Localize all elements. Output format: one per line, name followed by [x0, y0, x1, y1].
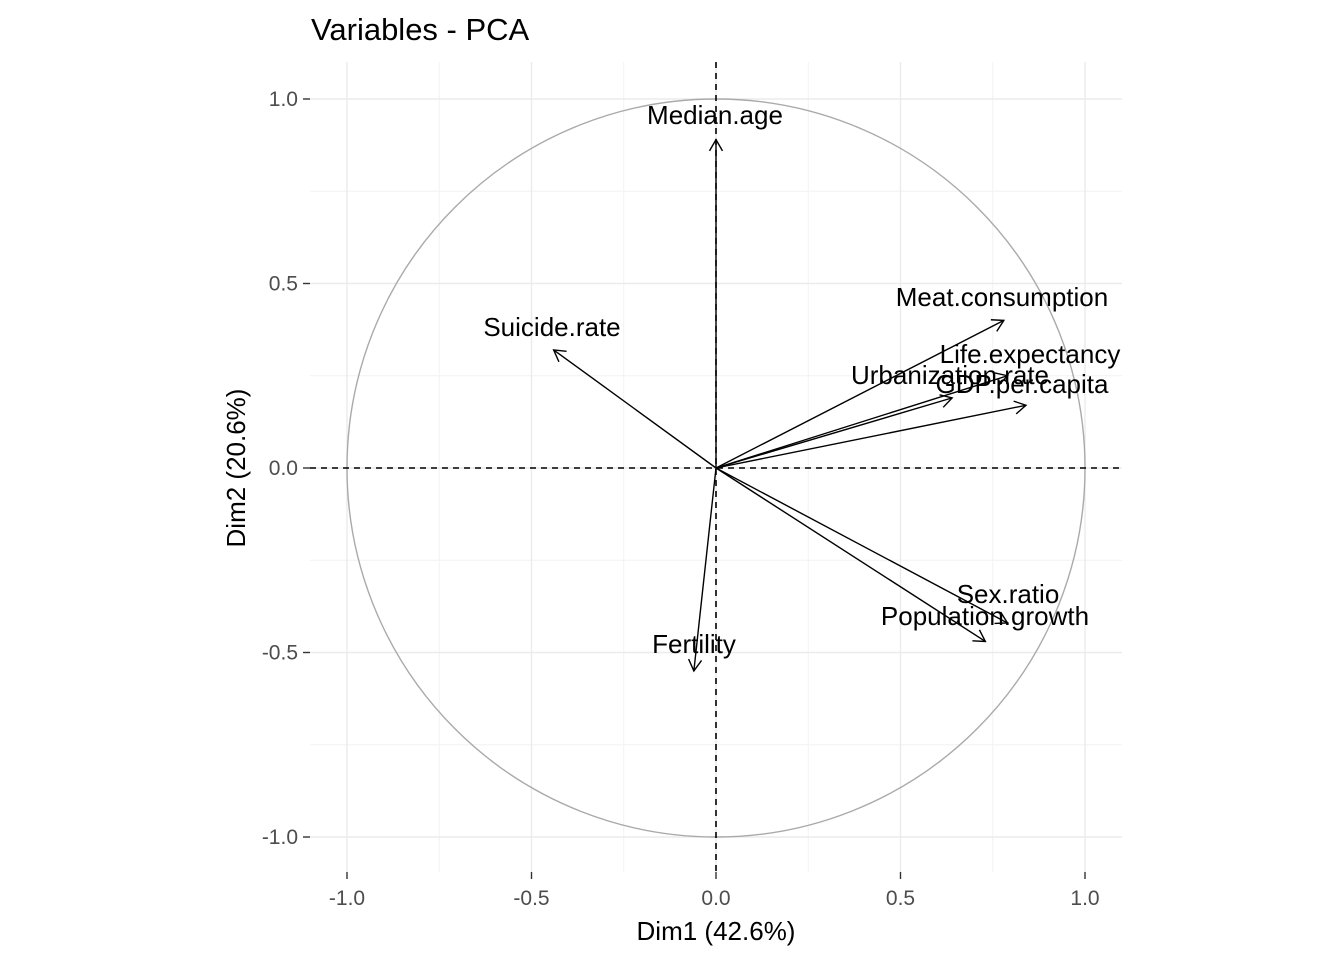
- x-tick-label-2: 0.0: [701, 887, 730, 910]
- x-tick-label-1: -0.5: [513, 887, 549, 910]
- x-tick-label-4: 1.0: [1070, 887, 1099, 910]
- arrow-suicide-rate: [553, 349, 717, 469]
- variable-labels: Median.age Meat.consumption Suicide.rate Li…: [483, 100, 1120, 659]
- x-tick-label-0: -1.0: [329, 887, 365, 910]
- x-axis-label: Dim1 (42.6%): [637, 916, 796, 946]
- arrow-gdp-per-capita: [715, 404, 1027, 469]
- label-gdp-per-capita: GDP.per.capita: [936, 369, 1110, 399]
- arrowhead-urbanization-rate: [939, 394, 954, 408]
- variable-arrows: [552, 138, 1028, 673]
- label-urbanization-rate: Urbanization.rate: [851, 360, 1049, 390]
- y-tick-label-1: -0.5: [262, 642, 298, 665]
- y-tick-label-2: 0.0: [269, 457, 298, 480]
- label-fertility: Fertility: [652, 629, 736, 659]
- y-axis-label: Dim2 (20.6%): [221, 389, 251, 548]
- x-axis: -1.0 -0.5 0.0 0.5 1.0: [329, 872, 1100, 910]
- arrow-fertility: [693, 467, 717, 672]
- arrowhead-population-growth: [972, 629, 987, 643]
- chart-title: Variables - PCA: [311, 12, 530, 47]
- x-tick-label-3: 0.5: [886, 887, 915, 910]
- arrowhead-fertility: [687, 658, 703, 673]
- arrow-life-expectancy: [715, 375, 1008, 469]
- arrowhead-sex-ratio: [994, 611, 1009, 625]
- arrowhead-median-age: [708, 138, 724, 152]
- label-sex-ratio: Sex.ratio: [957, 579, 1060, 609]
- arrow-meat-consumption: [715, 319, 1005, 469]
- arrow-urbanization-rate: [715, 397, 953, 469]
- label-suicide-rate: Suicide.rate: [483, 312, 620, 342]
- arrowhead-life-expectancy: [994, 372, 1009, 386]
- arrowhead-suicide-rate: [552, 349, 567, 363]
- label-population-growth: Population.growth: [881, 601, 1089, 631]
- arrowhead-gdp-per-capita: [1013, 400, 1028, 415]
- y-axis: -1.0 -0.5 0.0 0.5 1.0: [262, 88, 310, 849]
- arrow-sex-ratio: [715, 467, 1008, 624]
- label-median-age: Median.age: [647, 100, 783, 130]
- y-tick-label-0: -1.0: [262, 826, 298, 849]
- arrow-population-growth: [715, 467, 986, 643]
- arrowhead-meat-consumption: [990, 319, 1006, 332]
- y-tick-label-4: 1.0: [269, 88, 298, 111]
- y-tick-label-3: 0.5: [269, 273, 298, 296]
- label-life-expectancy: Life.expectancy: [940, 339, 1121, 369]
- label-meat-consumption: Meat.consumption: [896, 282, 1108, 312]
